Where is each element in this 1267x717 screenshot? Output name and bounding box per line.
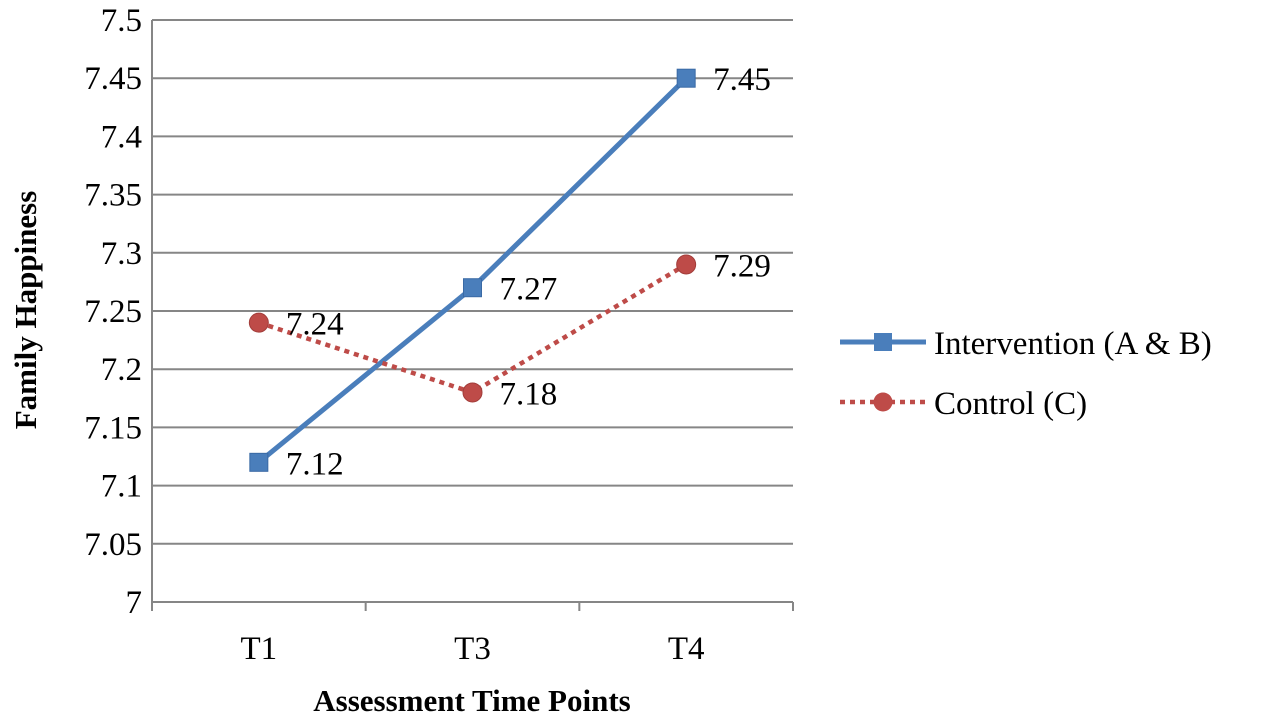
intervention-point — [463, 278, 482, 298]
data-labels: 7.12 7.27 7.45 7.24 7.18 7.29 — [286, 62, 771, 482]
legend: Intervention (A & B) Control (C) — [840, 326, 1212, 422]
series-lines — [248, 68, 697, 472]
y-tick-label: 7.5 — [101, 3, 142, 39]
legend-intervention-marker — [874, 333, 892, 351]
legend-intervention-label: Intervention (A & B) — [934, 326, 1212, 362]
intervention-point — [676, 68, 696, 88]
y-tick-label: 7.25 — [84, 294, 142, 330]
control-point — [248, 312, 269, 333]
y-tick-label: 7.15 — [84, 410, 142, 446]
x-axis-title: Assessment Time Points — [313, 683, 630, 717]
intervention-data-label: 7.45 — [713, 62, 771, 98]
y-tick-label: 7.3 — [101, 236, 142, 272]
control-data-label: 7.18 — [500, 376, 558, 412]
axes — [151, 20, 794, 611]
control-point — [676, 254, 697, 275]
y-tick-label: 7 — [126, 585, 143, 621]
y-tick-label: 7.35 — [84, 178, 142, 214]
x-tick-labels: T1 T3 T4 — [240, 631, 704, 667]
y-tick-label: 7.05 — [84, 527, 142, 563]
y-tick-label: 7.4 — [101, 119, 142, 155]
y-tick-label: 7.2 — [101, 352, 142, 388]
intervention-point — [249, 452, 269, 472]
intervention-data-label: 7.12 — [286, 446, 344, 482]
gridlines — [152, 19, 793, 603]
y-tick-label: 7.45 — [84, 61, 142, 97]
x-tick-label-t4: T4 — [668, 631, 705, 667]
control-data-label: 7.29 — [713, 248, 771, 284]
x-tick-label-t3: T3 — [454, 631, 491, 667]
legend-control-label: Control (C) — [934, 386, 1087, 422]
y-tick-labels: 7 7.05 7.1 7.15 7.2 7.25 7.3 7.35 7.4 7.45 7.5 — [84, 3, 142, 621]
control-point — [462, 382, 483, 403]
y-axis-title: Family Happiness — [8, 191, 43, 430]
y-tick-label: 7.1 — [101, 469, 142, 505]
intervention-data-label: 7.27 — [500, 272, 558, 308]
control-data-label: 7.24 — [286, 307, 344, 343]
legend-control-marker — [873, 392, 893, 412]
x-tick-label-t1: T1 — [240, 631, 277, 667]
